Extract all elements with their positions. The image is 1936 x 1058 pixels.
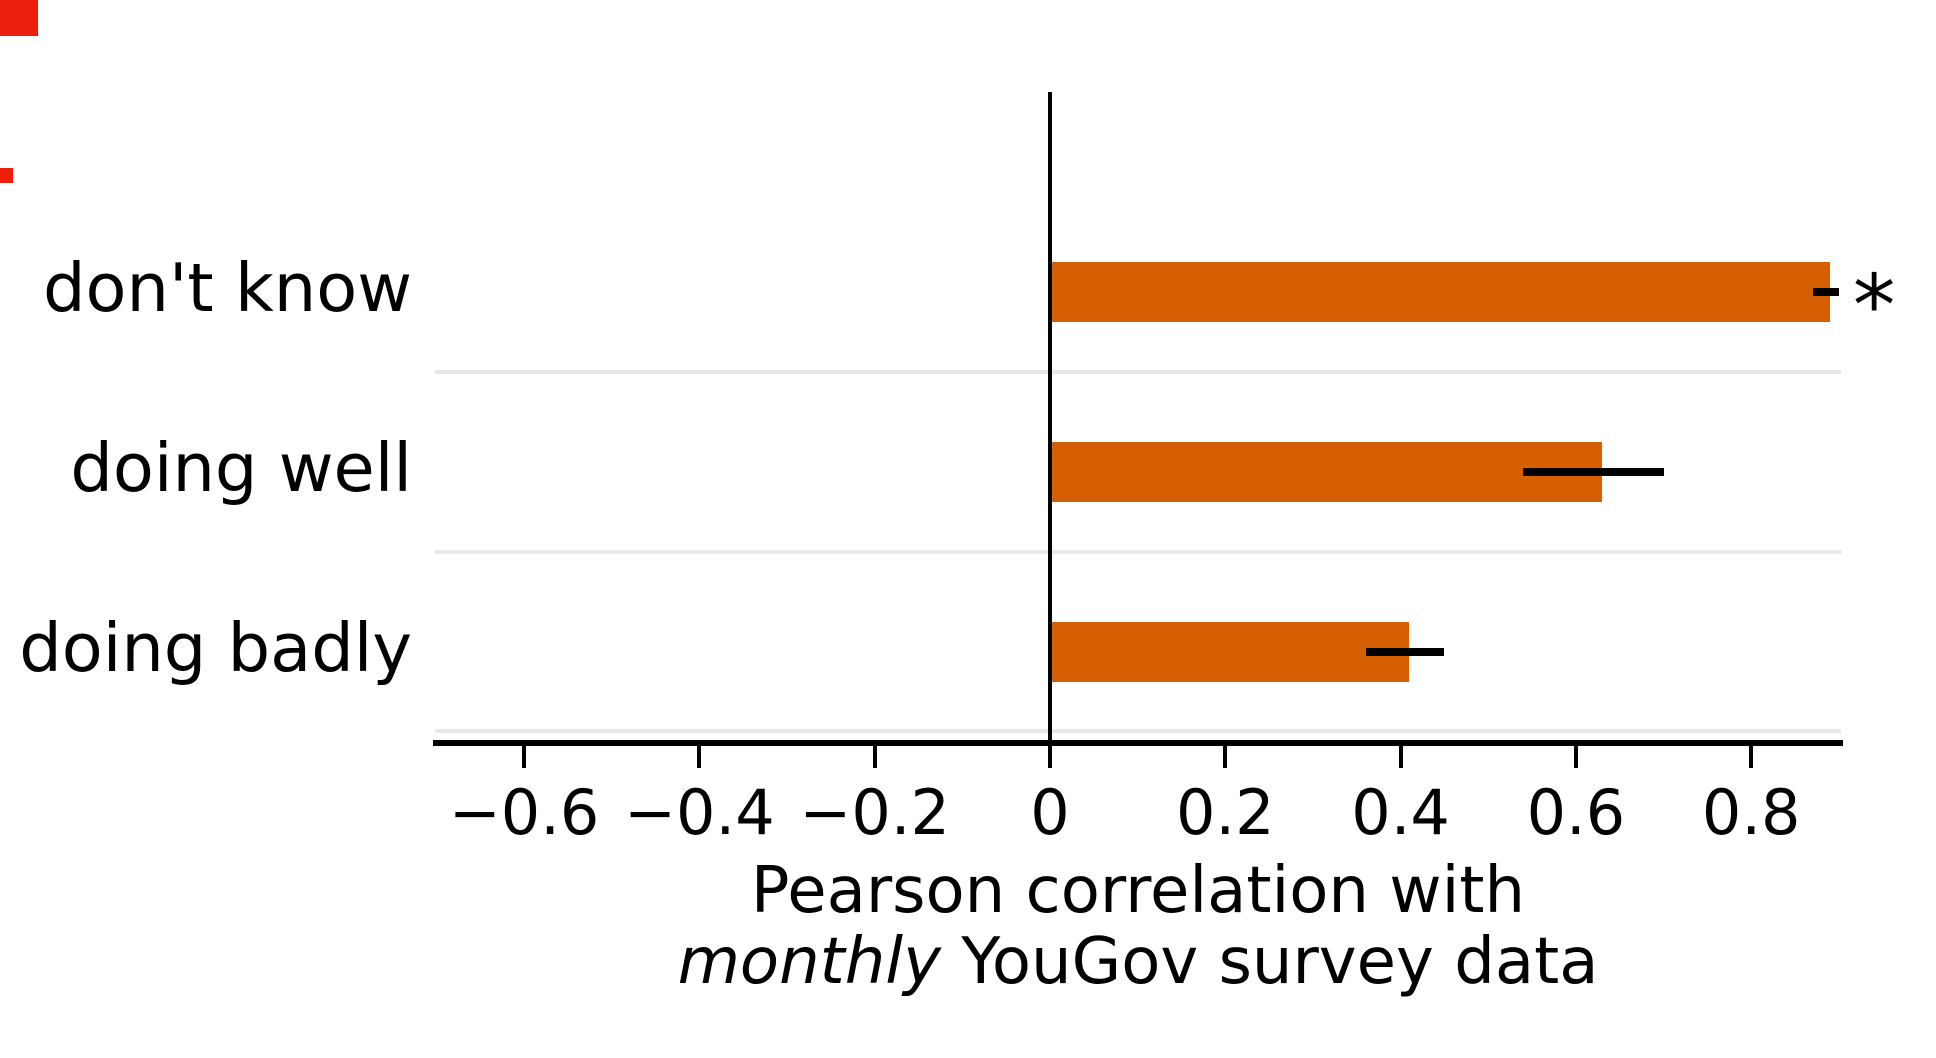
x-tick-label: −0.2 (799, 776, 950, 849)
x-tick-label: 0.8 (1701, 776, 1801, 849)
x-tick (1573, 746, 1578, 768)
error-bar (1523, 468, 1664, 476)
x-tick (1048, 746, 1052, 768)
gridline (435, 370, 1841, 374)
x-tick (697, 746, 702, 768)
x-axis-label-line1: Pearson correlation with (438, 856, 1838, 927)
x-tick-label: 0.2 (1175, 776, 1275, 849)
bar (1050, 442, 1603, 502)
x-tick (1749, 746, 1754, 768)
bar (1050, 262, 1831, 322)
x-tick (872, 746, 877, 768)
significance-asterisk: * (1852, 257, 1896, 356)
category-label: doing badly (19, 609, 412, 687)
x-tick-label: 0.4 (1351, 776, 1450, 849)
x-axis-label-line2: monthly YouGov survey data (438, 927, 1838, 998)
red-artifact-mark (0, 168, 13, 183)
x-tick (1223, 746, 1228, 768)
bar (1050, 622, 1410, 682)
x-tick-label: 0.6 (1526, 776, 1626, 849)
x-tick-label: −0.6 (448, 776, 600, 849)
x-axis-label-text: Pearson correlation with (750, 854, 1526, 928)
x-axis-label: Pearson correlation with monthly YouGov … (438, 856, 1838, 998)
x-axis-label-text-rest: YouGov survey data (940, 925, 1599, 999)
gridline (435, 729, 1841, 733)
x-tick-label: −0.4 (624, 776, 775, 849)
gridline (435, 550, 1841, 554)
zero-line (1048, 92, 1052, 743)
red-artifact-mark (0, 0, 38, 36)
x-axis-label-italic-word: monthly (677, 925, 941, 999)
x-axis-spine (433, 740, 1843, 746)
category-label: doing well (70, 429, 412, 507)
x-tick (522, 746, 527, 768)
category-label: don't know (42, 249, 412, 327)
error-bar (1365, 648, 1445, 656)
x-tick-label: 0 (1030, 776, 1070, 849)
error-bar (1812, 288, 1839, 296)
x-tick (1398, 746, 1403, 768)
